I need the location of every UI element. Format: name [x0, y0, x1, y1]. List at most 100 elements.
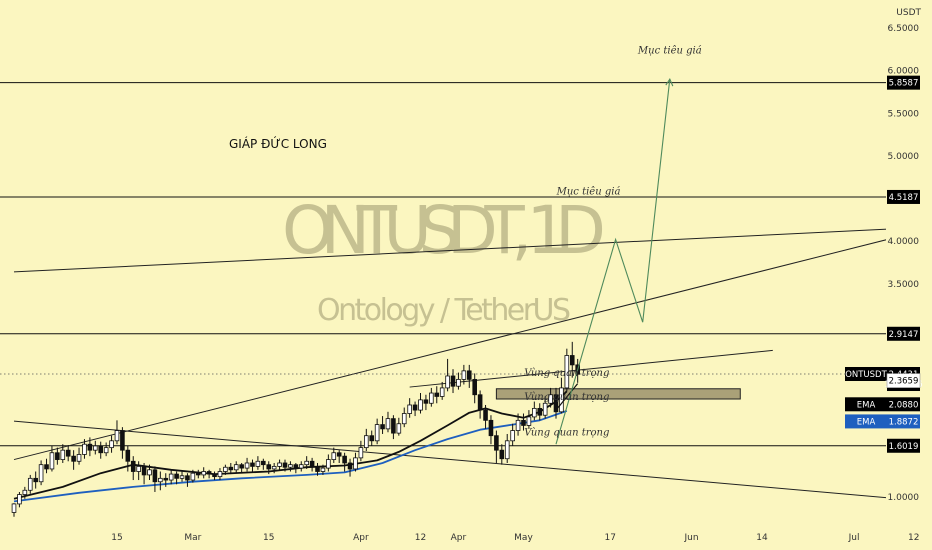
candle-body-down: [185, 475, 190, 481]
candle: [553, 387, 559, 419]
candle: [391, 415, 396, 440]
candle: [363, 428, 369, 452]
y-tick-label: 3.5000: [888, 280, 920, 290]
candle: [65, 445, 71, 462]
candle-body-down: [206, 471, 212, 475]
candle: [374, 418, 380, 445]
candle: [206, 469, 212, 479]
candle-body-up: [510, 430, 515, 442]
price-tag-value-box: [887, 414, 920, 429]
candle-body-down: [163, 477, 169, 481]
candle: [93, 440, 98, 455]
candle: [380, 416, 385, 434]
x-tick-label: Jun: [683, 533, 698, 543]
candle-body-down: [141, 465, 147, 476]
candle-body-down: [347, 462, 353, 470]
candle-body-up: [82, 443, 87, 455]
candle-body-down: [228, 466, 234, 471]
candle: [532, 401, 537, 421]
candle-body-down: [336, 452, 342, 457]
candle-body-down: [369, 435, 375, 442]
candle: [55, 447, 60, 465]
candle: [190, 469, 196, 483]
candle-body-up: [548, 394, 553, 404]
candle-body-up: [320, 467, 326, 472]
candle-body-down: [55, 452, 60, 460]
candle: [103, 442, 109, 457]
candle: [152, 466, 158, 492]
candle: [331, 447, 337, 463]
candle: [429, 387, 434, 407]
candle: [163, 473, 169, 487]
ema-line-black: [13, 390, 568, 500]
candle: [423, 394, 429, 411]
candle: [255, 456, 261, 470]
annotation-4: Vùng quan trọng: [524, 428, 609, 439]
candle: [82, 439, 87, 459]
candle: [461, 364, 467, 385]
candle-body-down: [282, 462, 288, 468]
candle: [223, 464, 228, 475]
price-tag-name-box: [845, 367, 887, 382]
candle: [228, 462, 234, 475]
trendline-2: [13, 420, 932, 503]
candle-body-up: [331, 452, 337, 460]
x-tick-label: Apr: [451, 533, 467, 543]
candle: [439, 381, 445, 400]
candle-body-up: [461, 370, 467, 380]
candle-body-up: [60, 449, 66, 460]
x-tick-label: 14: [756, 533, 768, 543]
candle-body-up: [271, 465, 277, 470]
candle: [212, 471, 217, 481]
candle-body-up: [277, 462, 282, 467]
candle: [434, 386, 440, 404]
candle: [499, 444, 505, 465]
candle: [195, 469, 201, 479]
candle-body-down: [521, 419, 526, 426]
trendline-1: [13, 236, 898, 461]
candle: [358, 440, 364, 462]
candle-body-down: [125, 449, 131, 462]
candle: [60, 444, 66, 463]
projection-arrow-head: [665, 77, 674, 87]
candle: [233, 461, 239, 474]
candle-body-down: [130, 460, 136, 472]
candle-body-up: [233, 464, 239, 471]
candle-body-up: [564, 355, 570, 389]
candle-body-down: [44, 464, 49, 470]
candle-body-up: [304, 460, 309, 466]
candle: [385, 411, 391, 433]
candle: [320, 464, 326, 475]
candle: [450, 369, 456, 394]
candle-body-down: [293, 464, 299, 469]
candle-body-down: [412, 404, 418, 411]
candle-body-down: [250, 462, 255, 467]
candle-body-up: [326, 459, 331, 469]
candle-body-up: [445, 375, 450, 389]
candle: [304, 456, 309, 469]
candle-body-up: [217, 471, 223, 478]
x-tick-label: Apr: [353, 533, 369, 543]
x-tick-label: 15: [111, 533, 122, 543]
level-tag-label: 1.6019: [889, 442, 919, 452]
candle-body-down: [434, 392, 440, 397]
candle: [418, 393, 423, 414]
price-tag-value-box: [886, 373, 921, 388]
candle: [504, 433, 510, 463]
candle-body-up: [418, 399, 423, 411]
price-tag-name: EMA: [857, 400, 876, 410]
candle-body-down: [152, 469, 158, 483]
candle: [174, 471, 179, 485]
candle-body-down: [195, 472, 201, 476]
level-tag: [887, 326, 920, 341]
candle: [466, 364, 472, 388]
candle: [477, 390, 483, 419]
candle-body-up: [136, 465, 141, 472]
price-tag-name-box: [845, 414, 887, 429]
candle: [217, 468, 223, 481]
watermark-subtitle: Ontology / TetherUS: [317, 293, 571, 328]
candle: [266, 461, 272, 475]
level-tag-label: 2.9147: [889, 330, 919, 340]
projection-path: [555, 79, 671, 445]
candle-body-down: [174, 473, 179, 479]
